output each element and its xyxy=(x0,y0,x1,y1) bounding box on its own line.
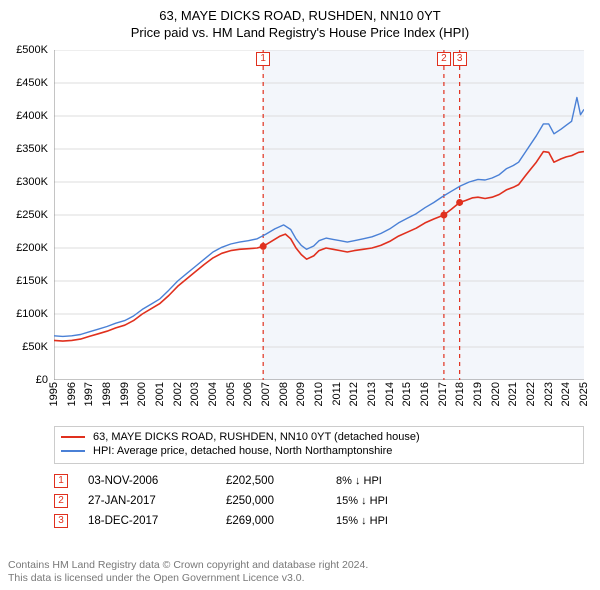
x-tick-label: 2018 xyxy=(454,382,466,406)
y-tick-label: £250K xyxy=(16,209,48,221)
sale-marker-2: 2 xyxy=(437,52,451,66)
y-tick-label: £0 xyxy=(36,374,48,386)
x-tick-label: 1995 xyxy=(48,382,60,406)
x-tick-label: 2019 xyxy=(472,382,484,406)
sale-index-box: 1 xyxy=(54,474,68,488)
x-tick-label: 2000 xyxy=(136,382,148,406)
sale-delta: 8% ↓ HPI xyxy=(336,475,456,487)
chart-title: 63, MAYE DICKS ROAD, RUSHDEN, NN10 0YT xyxy=(0,8,600,23)
y-tick-label: £50K xyxy=(22,341,48,353)
x-tick-label: 2006 xyxy=(242,382,254,406)
y-tick-label: £400K xyxy=(16,110,48,122)
legend-swatch xyxy=(61,436,85,438)
x-tick-label: 2002 xyxy=(172,382,184,406)
legend-swatch xyxy=(61,450,85,452)
sale-row: 2 27-JAN-2017 £250,000 15% ↓ HPI xyxy=(52,494,584,508)
footer-line: Contains HM Land Registry data © Crown c… xyxy=(8,559,592,573)
x-tick-label: 1998 xyxy=(101,382,113,406)
y-tick-label: £500K xyxy=(16,44,48,56)
x-tick-label: 2007 xyxy=(260,382,272,406)
sale-marker-3: 3 xyxy=(453,52,467,66)
sale-date: 18-DEC-2017 xyxy=(88,515,216,527)
x-tick-label: 2023 xyxy=(543,382,555,406)
chart-subtitle: Price paid vs. HM Land Registry's House … xyxy=(0,25,600,40)
x-tick-label: 2014 xyxy=(384,382,396,406)
x-tick-label: 2010 xyxy=(313,382,325,406)
x-tick-label: 2009 xyxy=(295,382,307,406)
x-tick-label: 2016 xyxy=(419,382,431,406)
sale-index-box: 3 xyxy=(54,514,68,528)
x-tick-label: 1997 xyxy=(83,382,95,406)
x-tick-label: 2020 xyxy=(490,382,502,406)
sale-date: 27-JAN-2017 xyxy=(88,495,216,507)
footer-line: This data is licensed under the Open Gov… xyxy=(8,572,592,586)
x-tick-label: 2025 xyxy=(578,382,590,406)
x-tick-label: 2015 xyxy=(401,382,413,406)
x-tick-label: 2003 xyxy=(189,382,201,406)
y-tick-label: £450K xyxy=(16,77,48,89)
x-tick-label: 1996 xyxy=(66,382,78,406)
legend-label: 63, MAYE DICKS ROAD, RUSHDEN, NN10 0YT (… xyxy=(93,431,420,443)
y-tick-label: £200K xyxy=(16,242,48,254)
y-axis: £0£50K£100K£150K£200K£250K£300K£350K£400… xyxy=(0,50,52,380)
sale-row: 1 03-NOV-2006 £202,500 8% ↓ HPI xyxy=(52,474,584,488)
x-tick-label: 1999 xyxy=(119,382,131,406)
sale-price: £250,000 xyxy=(226,495,326,507)
x-tick-label: 2012 xyxy=(348,382,360,406)
legend-label: HPI: Average price, detached house, Nort… xyxy=(93,445,392,457)
x-tick-label: 2005 xyxy=(225,382,237,406)
y-tick-label: £350K xyxy=(16,143,48,155)
x-axis: 1995199619971998199920002001200220032004… xyxy=(54,382,584,424)
sale-date: 03-NOV-2006 xyxy=(88,475,216,487)
sale-price: £269,000 xyxy=(226,515,326,527)
x-tick-label: 2001 xyxy=(154,382,166,406)
legend: 63, MAYE DICKS ROAD, RUSHDEN, NN10 0YT (… xyxy=(54,426,584,464)
legend-item: 63, MAYE DICKS ROAD, RUSHDEN, NN10 0YT (… xyxy=(61,431,577,443)
sale-index-box: 2 xyxy=(54,494,68,508)
legend-item: HPI: Average price, detached house, Nort… xyxy=(61,445,577,457)
plot-area: 1 23 xyxy=(54,50,584,380)
x-tick-label: 2024 xyxy=(560,382,572,406)
y-tick-label: £150K xyxy=(16,275,48,287)
x-tick-label: 2017 xyxy=(437,382,449,406)
x-tick-label: 2011 xyxy=(331,382,343,406)
y-tick-label: £100K xyxy=(16,308,48,320)
x-tick-label: 2008 xyxy=(278,382,290,406)
x-tick-label: 2013 xyxy=(366,382,378,406)
y-tick-label: £300K xyxy=(16,176,48,188)
sale-delta: 15% ↓ HPI xyxy=(336,495,456,507)
sales-table: 1 03-NOV-2006 £202,500 8% ↓ HPI 2 27-JAN-2017… xyxy=(52,468,584,534)
x-tick-label: 2021 xyxy=(507,382,519,406)
x-tick-label: 2004 xyxy=(207,382,219,406)
sale-delta: 15% ↓ HPI xyxy=(336,515,456,527)
chart-container: 63, MAYE DICKS ROAD, RUSHDEN, NN10 0YT P… xyxy=(0,0,600,590)
x-tick-label: 2022 xyxy=(525,382,537,406)
sale-price: £202,500 xyxy=(226,475,326,487)
footer: Contains HM Land Registry data © Crown c… xyxy=(8,559,592,586)
sale-marker-1: 1 xyxy=(256,52,270,66)
sale-row: 3 18-DEC-2017 £269,000 15% ↓ HPI xyxy=(52,514,584,528)
